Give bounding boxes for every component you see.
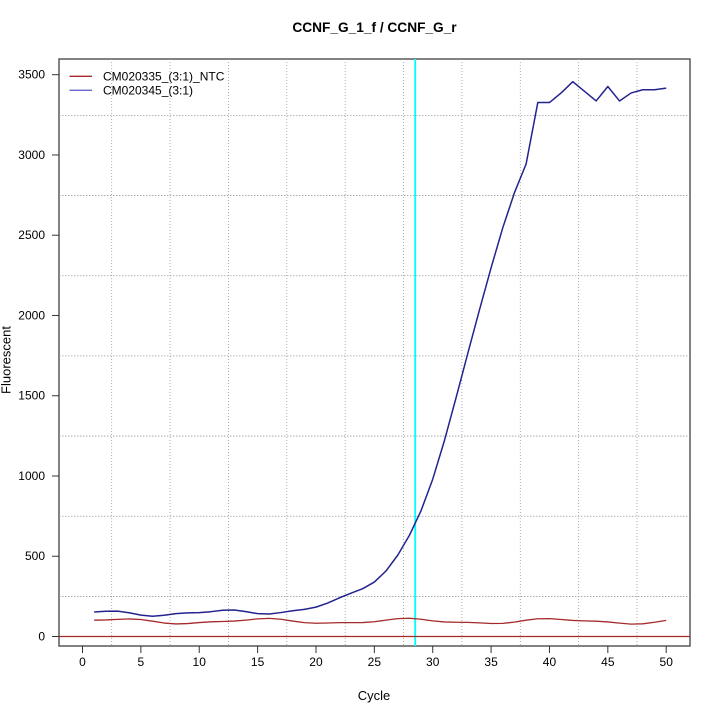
svg-text:3000: 3000 bbox=[18, 148, 45, 162]
svg-text:1000: 1000 bbox=[18, 469, 45, 483]
svg-text:15: 15 bbox=[251, 655, 265, 669]
svg-text:3500: 3500 bbox=[18, 68, 45, 82]
svg-text:20: 20 bbox=[309, 655, 323, 669]
svg-text:500: 500 bbox=[25, 549, 45, 563]
svg-text:40: 40 bbox=[543, 655, 557, 669]
svg-text:0: 0 bbox=[79, 655, 86, 669]
svg-text:35: 35 bbox=[484, 655, 498, 669]
svg-text:50: 50 bbox=[660, 655, 674, 669]
svg-text:CM020345_(3:1): CM020345_(3:1) bbox=[103, 84, 193, 98]
svg-text:0: 0 bbox=[38, 630, 45, 644]
svg-text:2500: 2500 bbox=[18, 228, 45, 242]
svg-text:CM020335_(3:1)_NTC: CM020335_(3:1)_NTC bbox=[103, 70, 225, 84]
svg-text:25: 25 bbox=[368, 655, 382, 669]
svg-text:30: 30 bbox=[426, 655, 440, 669]
svg-text:45: 45 bbox=[601, 655, 615, 669]
svg-text:10: 10 bbox=[193, 655, 207, 669]
svg-text:1500: 1500 bbox=[18, 389, 45, 403]
svg-text:2000: 2000 bbox=[18, 308, 45, 322]
svg-text:5: 5 bbox=[138, 655, 145, 669]
